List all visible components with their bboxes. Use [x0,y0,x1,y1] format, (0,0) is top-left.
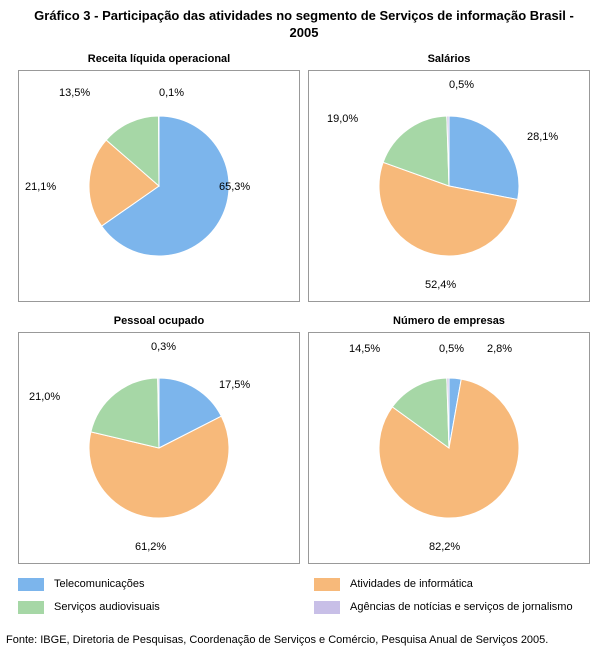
pie-empresas [379,378,519,518]
legend: Telecomunicações Atividades de informáti… [0,572,608,632]
slice-label: 14,5% [349,343,380,355]
source-text: Fonte: IBGE, Diretoria de Pesquisas, Coo… [0,632,608,654]
panel-title: Número de empresas [309,315,589,327]
main-title: Gráfico 3 - Participação das atividades … [0,0,608,52]
slice-label: 13,5% [59,87,90,99]
legend-label: Telecomunicações [54,578,145,590]
panel-salarios: Salários 28,1%52,4%19,0%0,5% [308,70,590,302]
pie-pessoal [89,378,229,518]
chart-container: Gráfico 3 - Participação das atividades … [0,0,608,654]
legend-item-audiovisual: Serviços audiovisuais [18,601,294,614]
slice-label: 28,1% [527,131,558,143]
slice-label: 0,5% [449,79,474,91]
pie-slice-telecom [449,116,519,200]
legend-item-agencias: Agências de notícias e serviços de jorna… [314,601,590,614]
slice-label: 17,5% [219,379,250,391]
pie-salarios [379,116,519,256]
panel-pessoal: Pessoal ocupado 17,5%61,2%21,0%0,3% [18,332,300,564]
legend-row: Telecomunicações Atividades de informáti… [18,578,590,591]
panel-empresas: Número de empresas 2,8%82,2%14,5%0,5% [308,332,590,564]
slice-label: 65,3% [219,181,250,193]
pie-receita [89,116,229,256]
slice-label: 21,0% [29,391,60,403]
slice-label: 82,2% [429,541,460,553]
slice-label: 61,2% [135,541,166,553]
legend-item-telecom: Telecomunicações [18,578,294,591]
swatch-agencias [314,601,340,614]
chart-grid: Receita líquida operacional 65,3% 21,1% 13… [0,52,608,572]
swatch-informatica [314,578,340,591]
slice-label: 0,5% [439,343,464,355]
legend-label: Agências de notícias e serviços de jorna… [350,601,573,613]
swatch-telecom [18,578,44,591]
panel-title: Salários [309,53,589,65]
legend-label: Serviços audiovisuais [54,601,160,613]
panel-title: Receita líquida operacional [19,53,299,65]
slice-label: 21,1% [25,181,56,193]
panel-title: Pessoal ocupado [19,315,299,327]
slice-label: 2,8% [487,343,512,355]
panel-receita: Receita líquida operacional 65,3%21,1%13… [18,70,300,302]
slice-label: 19,0% [327,113,358,125]
legend-row: Serviços audiovisuais Agências de notíci… [18,601,590,614]
slice-label: 52,4% [425,279,456,291]
swatch-audiovisual [18,601,44,614]
legend-label: Atividades de informática [350,578,473,590]
slice-label: 0,3% [151,341,176,353]
legend-item-informatica: Atividades de informática [314,578,590,591]
slice-label: 0,1% [159,87,184,99]
